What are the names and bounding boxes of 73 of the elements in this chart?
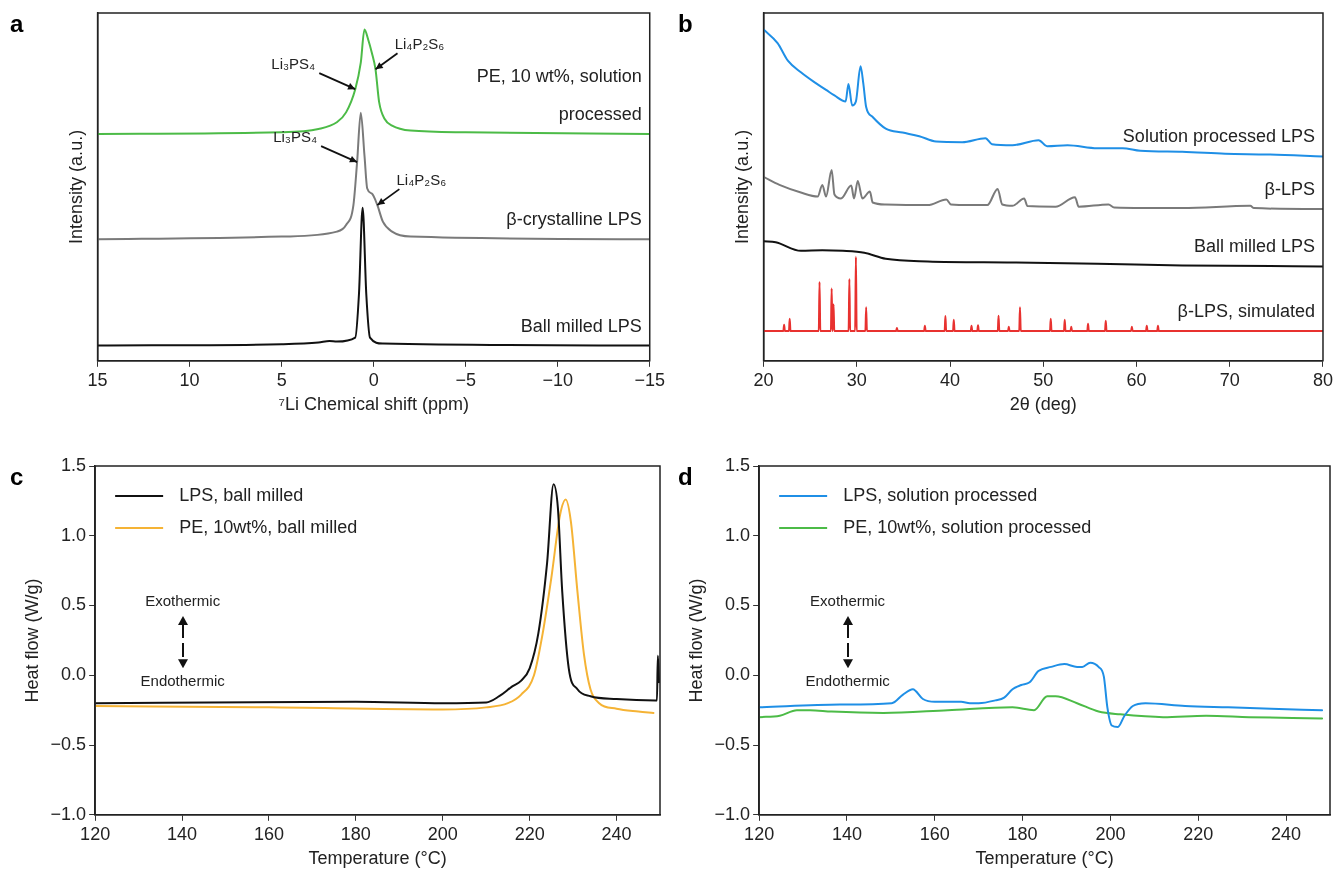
x-tick-label: 30	[846, 369, 867, 390]
chart-title: d	[678, 462, 693, 490]
y-tick-label: 1.5	[61, 454, 87, 475]
x-tick-label: 5	[276, 369, 287, 390]
x-tick-label: 140	[167, 823, 198, 844]
y-tick-label: 0.0	[61, 664, 87, 685]
x-tick-label: 140	[831, 823, 862, 844]
legend-label: PE, 10wt%, ball milled	[179, 516, 358, 537]
y-tick-label: 0.0	[725, 664, 751, 685]
x-tick-label: 120	[744, 823, 775, 844]
y-axis-title: Intensity (a.u.)	[65, 129, 86, 244]
y-tick-label: −0.5	[50, 734, 87, 755]
x-tick-label: 15	[87, 369, 108, 390]
x-tick-label: 160	[253, 823, 284, 844]
legend-label: LPS, solution processed	[843, 484, 1038, 505]
legend-label: LPS, ball milled	[179, 484, 304, 505]
line-series	[759, 661, 1324, 728]
line-series	[759, 695, 1324, 720]
x-tick-label: 240	[1271, 823, 1302, 844]
annotation: Exothermic	[145, 592, 221, 610]
y-tick-label: 0.5	[61, 594, 87, 615]
x-tick-label: −15	[634, 369, 666, 390]
x-tick-label: −5	[455, 369, 476, 390]
x-tick-label: 240	[601, 823, 632, 844]
annotation: Li₄P₂S₆	[394, 35, 445, 53]
x-tick-label: 20	[753, 369, 774, 390]
annotation: Li₃PS₄	[273, 128, 318, 146]
series-label: PE, 10 wt%, solution processed	[476, 65, 642, 124]
x-axis-title: ⁷Li Chemical shift (ppm)	[278, 394, 469, 415]
y-tick-label: −1.0	[714, 803, 751, 824]
x-tick-label: 220	[514, 823, 545, 844]
x-tick-label: 180	[1007, 823, 1038, 844]
series-label: β-LPS, simulated	[1177, 300, 1315, 321]
y-axis-title: Heat flow (W/g)	[21, 578, 42, 703]
x-tick-label: 120	[80, 823, 111, 844]
y-axis-title: Intensity (a.u.)	[731, 129, 752, 244]
x-axis-title: 2θ (deg)	[1009, 394, 1077, 415]
x-tick-label: 0	[368, 369, 379, 390]
x-axis-title: Temperature (°C)	[308, 848, 447, 869]
y-tick-label: 1.0	[725, 524, 751, 545]
chart-title: a	[10, 9, 24, 37]
annotation: Exothermic	[810, 592, 886, 610]
x-tick-label: 200	[1095, 823, 1126, 844]
x-tick-label: 160	[919, 823, 950, 844]
annotation: Li₃PS₄	[271, 55, 316, 73]
x-tick-label: −10	[542, 369, 573, 390]
y-axis-title: Heat flow (W/g)	[685, 578, 706, 703]
annotation: Endothermic	[140, 672, 226, 690]
x-tick-label: 200	[427, 823, 458, 844]
series-label: Solution processed LPS	[1122, 126, 1315, 147]
x-axis-title: Temperature (°C)	[975, 848, 1114, 869]
y-tick-label: 1.0	[61, 524, 87, 545]
annotation: Li₄P₂S₆	[396, 171, 447, 189]
x-tick-label: 70	[1219, 369, 1240, 390]
x-tick-label: 40	[940, 369, 961, 390]
series-label: β-crystalline LPS	[506, 209, 642, 230]
x-tick-label: 180	[340, 823, 371, 844]
legend-label: PE, 10wt%, solution processed	[843, 516, 1092, 537]
chart-title: c	[10, 462, 24, 490]
x-tick-label: 60	[1126, 369, 1147, 390]
series-label: Ball milled LPS	[520, 315, 642, 336]
y-tick-label: 1.5	[725, 454, 751, 475]
y-tick-label: 0.5	[725, 594, 751, 615]
x-tick-label: 80	[1312, 369, 1333, 390]
series-label: Ball milled LPS	[1193, 236, 1315, 257]
y-tick-label: −1.0	[50, 803, 87, 824]
series-label: β-LPS	[1264, 179, 1315, 200]
chart-title: b	[678, 9, 693, 37]
y-tick-label: −0.5	[714, 734, 751, 755]
annotation: Endothermic	[805, 672, 891, 690]
x-tick-label: 10	[179, 369, 200, 390]
x-tick-label: 50	[1033, 369, 1054, 390]
x-tick-label: 220	[1183, 823, 1214, 844]
